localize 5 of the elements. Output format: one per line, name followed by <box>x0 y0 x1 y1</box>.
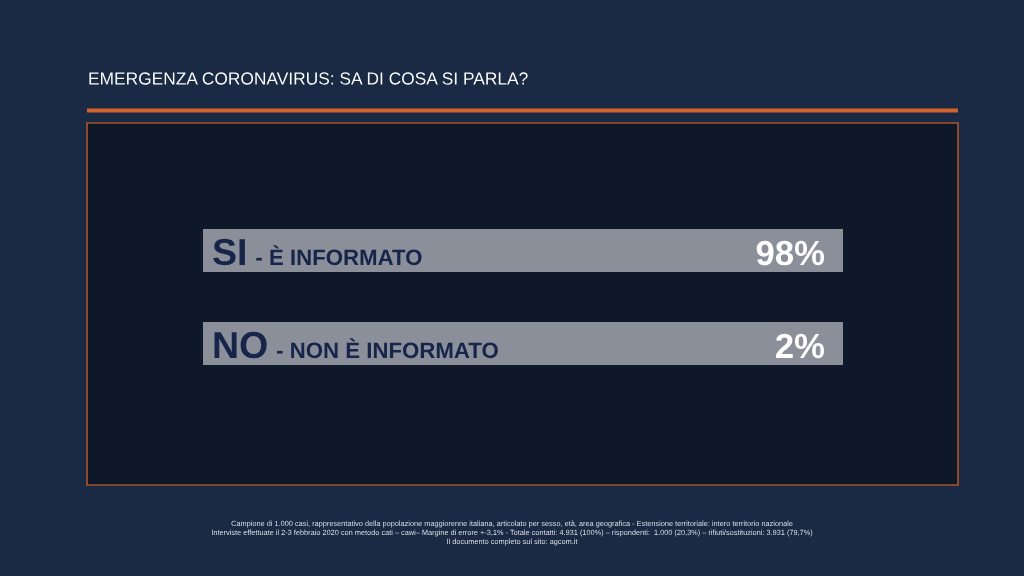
category-label: SI - È INFORMATO <box>213 238 422 266</box>
text: EMERGENZA CORONAVIRUS: SA DI COSA SI PARLA? <box>89 72 528 85</box>
category-label: NO - NON È INFORMATO <box>214 331 498 359</box>
data-label: 2% <box>776 333 825 359</box>
data-label: 98% <box>756 240 825 266</box>
